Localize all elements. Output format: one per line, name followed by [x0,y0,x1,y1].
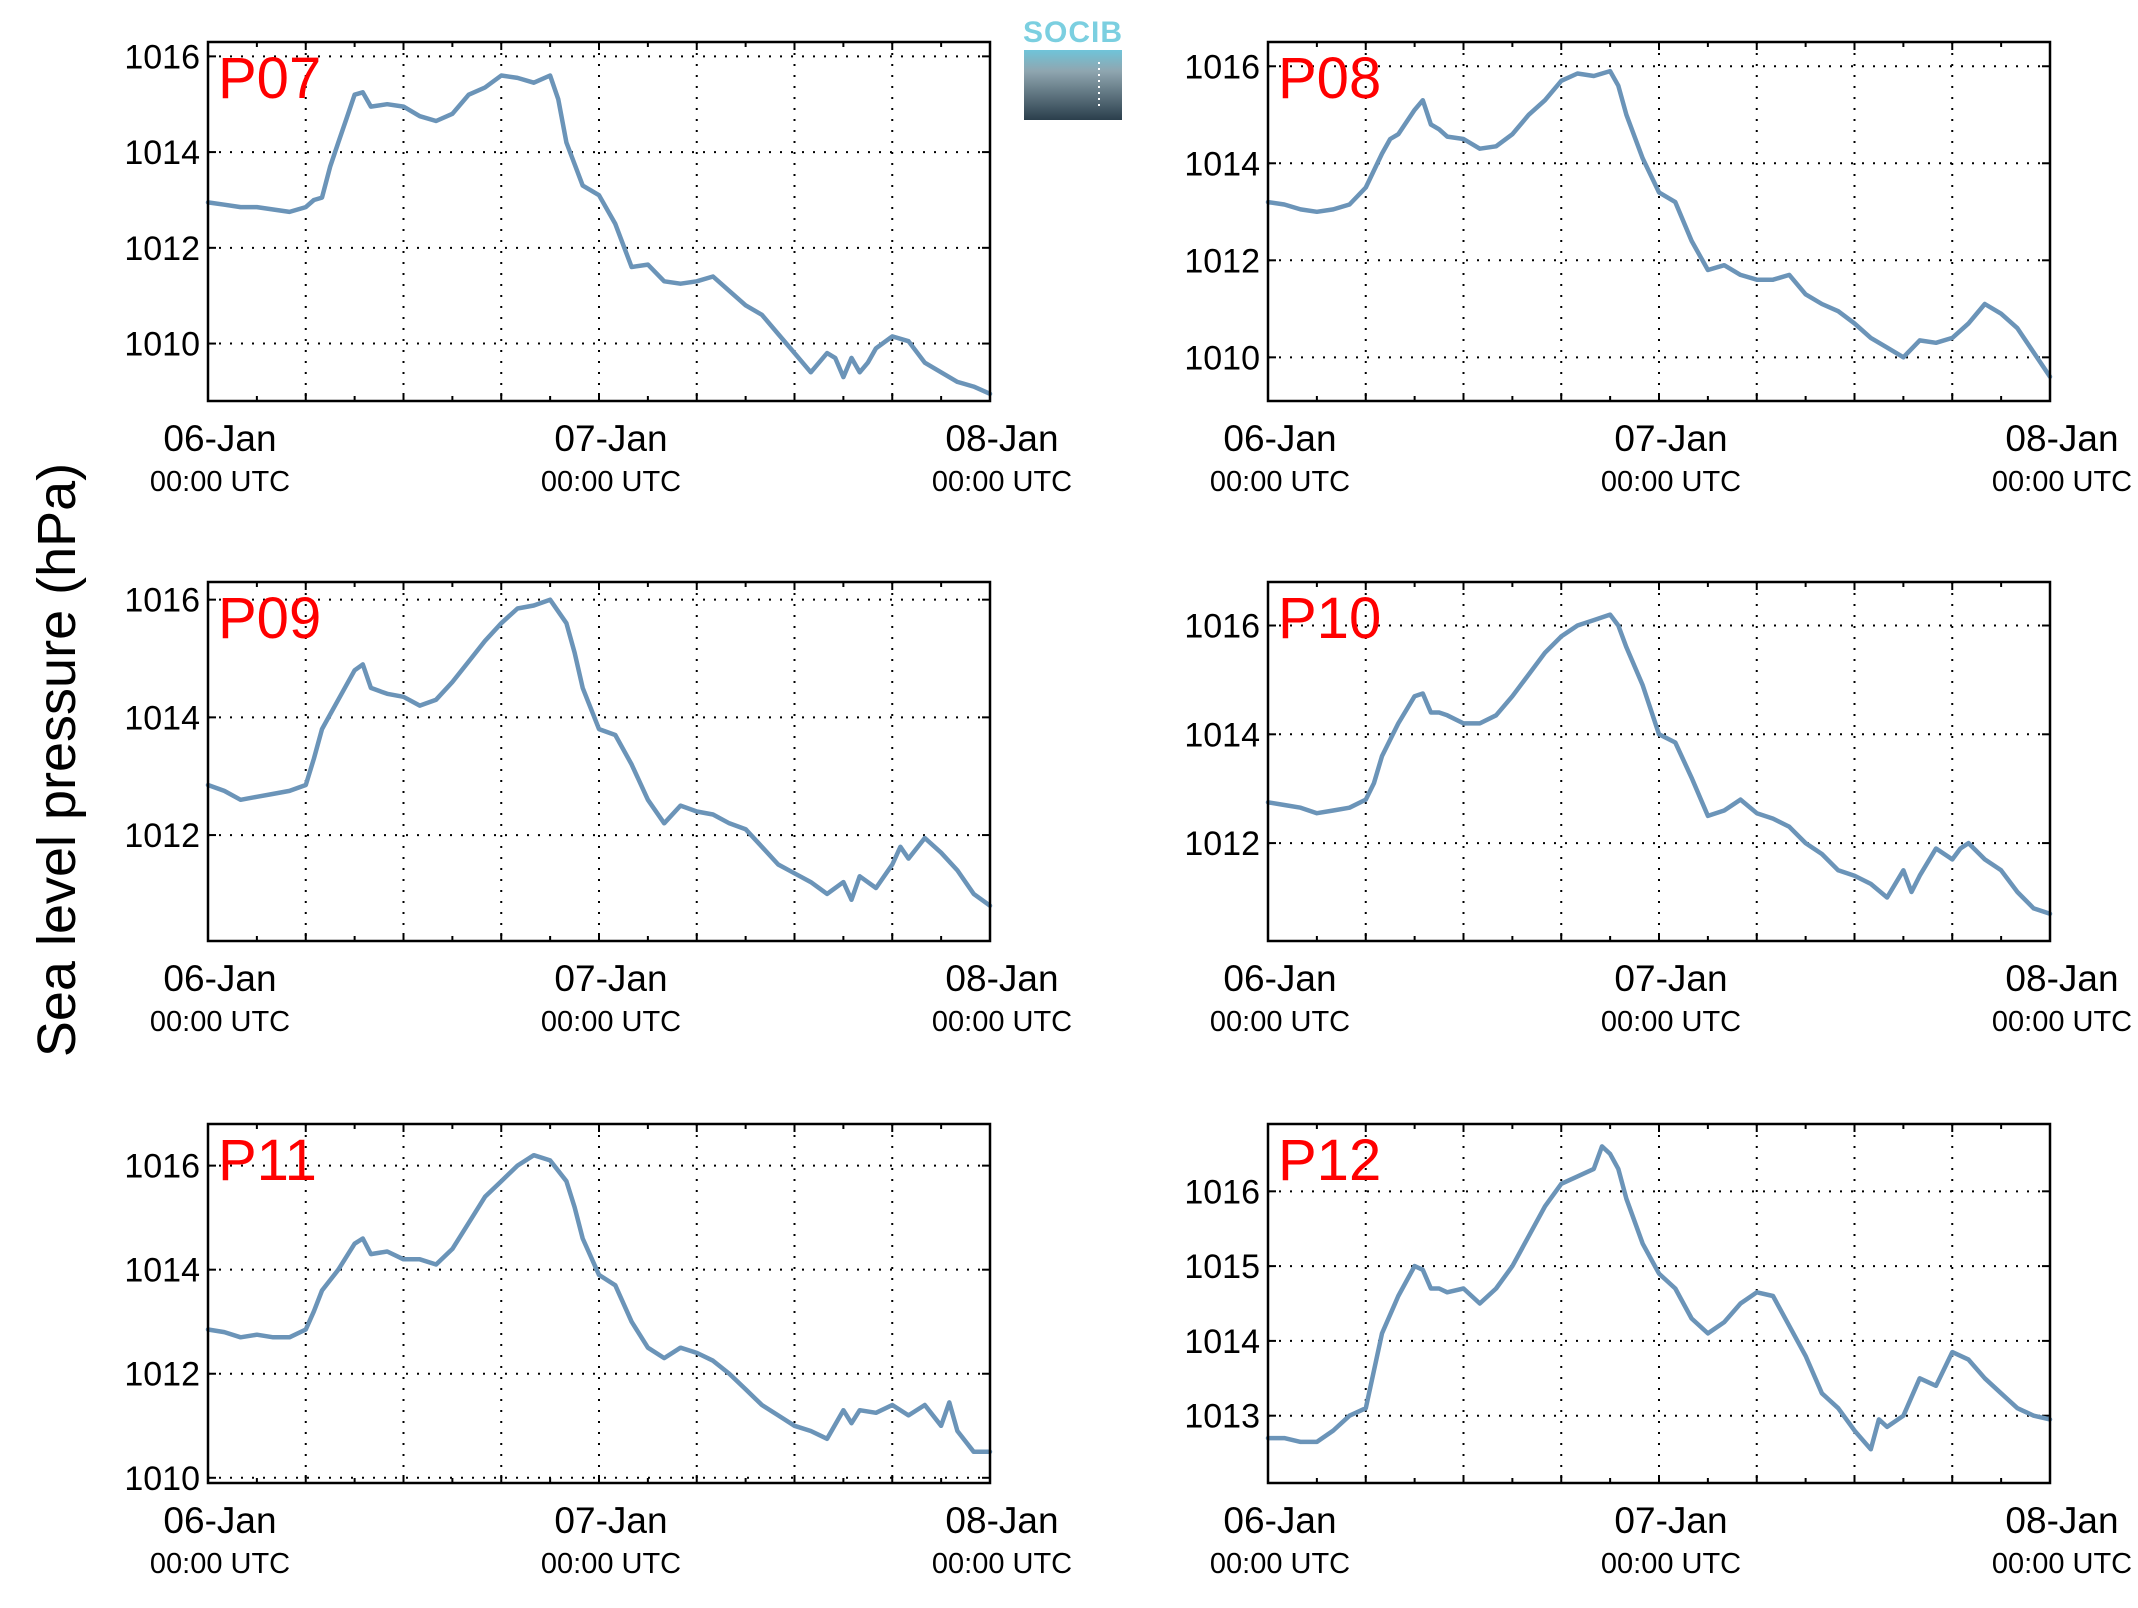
x-tick-label-time: 00:00 UTC [1601,466,1741,498]
x-tick-label-time: 00:00 UTC [932,466,1072,498]
x-tick-label-time: 00:00 UTC [1601,1548,1741,1580]
y-tick-label: 1012 [1184,825,1260,863]
y-tick-label: 1016 [124,582,200,620]
y-tick-label: 1012 [124,1356,200,1394]
x-tick-label-time: 00:00 UTC [541,1548,681,1580]
station-label-p12: P12 [1278,1128,1381,1193]
plot-frame [1266,40,2052,403]
panel-p09: 1012 1014 1016 P09 06-Jan 00:00 UTC 07-Jan 00:0… [124,580,1072,1038]
station-label-p11: P11 [218,1128,317,1193]
chart-panels: 1010 1012 1014 1016 P07 06-Jan 00:00 UTC 07-Jan… [124,38,2132,1580]
y-tick-label: 1014 [124,134,200,172]
y-tick-label: 1014 [1184,716,1260,754]
series-line-p08 [1265,68,2053,379]
x-tick-label-date: 08-Jan [945,958,1058,999]
x-tick-label-time: 00:00 UTC [150,1548,290,1580]
station-label-p09: P09 [218,586,321,651]
panel-p12: 1013 1014 1015 1016 P12 06-Jan 00:00 UTC 07-Jan… [1184,1122,2132,1580]
series-line-p07 [205,73,993,397]
y-tick-label: 1014 [124,1252,200,1290]
series-line-p09 [205,597,993,908]
x-tick-label-date: 07-Jan [1614,958,1727,999]
plot-frame [206,1122,992,1485]
x-tick-label-date: 06-Jan [1223,418,1336,459]
plot-frame [1266,1122,2052,1485]
plot-frame [206,580,992,943]
x-tick-label-time: 00:00 UTC [1601,1006,1741,1038]
panel-p11: 1010 1012 1014 1016 P11 06-Jan 00:00 UTC 07-Jan… [124,1122,1072,1580]
panel-p10: 1012 1014 1016 P10 06-Jan 00:00 UTC 07-Jan 00:0… [1184,580,2132,1038]
y-tick-label: 1012 [1184,242,1260,280]
socib-logo: SOCIB [1023,16,1123,120]
series-line-p10 [1265,612,2053,917]
plot-frame [1266,580,2052,943]
socib-logo-text: SOCIB [1023,16,1123,49]
station-label-p07: P07 [218,46,321,111]
x-tick-label-date: 06-Jan [163,1500,276,1541]
x-tick-label-time: 00:00 UTC [932,1006,1072,1038]
x-tick-label-time: 00:00 UTC [150,1006,290,1038]
x-tick-label-time: 00:00 UTC [1210,1548,1350,1580]
y-tick-label: 1015 [1184,1248,1260,1286]
x-tick-label-date: 08-Jan [945,1500,1058,1541]
y-tick-label: 1014 [1184,145,1260,183]
x-tick-label-date: 08-Jan [2005,1500,2118,1541]
x-tick-label-date: 07-Jan [554,958,667,999]
y-tick-label: 1014 [1184,1323,1260,1361]
y-axis-label: Sea level pressure (hPa) [27,463,87,1057]
y-tick-label: 1012 [124,230,200,268]
x-tick-label-time: 00:00 UTC [1992,1006,2132,1038]
x-tick-label-date: 07-Jan [1614,1500,1727,1541]
x-tick-label-date: 08-Jan [945,418,1058,459]
y-tick-label: 1010 [1184,339,1260,377]
series-line-p12 [1265,1144,2053,1452]
x-tick-label-date: 06-Jan [163,958,276,999]
plot-frame [206,40,992,403]
y-tick-label: 1010 [124,326,200,364]
x-tick-label-date: 07-Jan [554,418,667,459]
x-tick-label-time: 00:00 UTC [1992,466,2132,498]
y-tick-label: 1016 [1184,1173,1260,1211]
y-tick-label: 1013 [1184,1398,1260,1436]
x-tick-label-date: 07-Jan [1614,418,1727,459]
y-tick-label: 1016 [124,1148,200,1186]
y-tick-label: 1016 [1184,48,1260,86]
y-tick-label: 1010 [124,1460,200,1498]
x-tick-label-time: 00:00 UTC [1210,466,1350,498]
x-tick-label-date: 06-Jan [1223,1500,1336,1541]
x-tick-label-time: 00:00 UTC [932,1548,1072,1580]
panel-p08: 1010 1012 1014 1016 P08 06-Jan 00:00 UTC 07-Jan… [1184,40,2132,498]
y-tick-label: 1016 [124,38,200,76]
x-tick-label-time: 00:00 UTC [1210,1006,1350,1038]
x-tick-label-date: 06-Jan [1223,958,1336,999]
station-label-p10: P10 [1278,586,1381,651]
y-tick-label: 1014 [124,699,200,737]
series-line-p11 [205,1152,993,1455]
station-label-p08: P08 [1278,46,1381,111]
x-tick-label-date: 07-Jan [554,1500,667,1541]
x-tick-label-date: 08-Jan [2005,958,2118,999]
y-tick-label: 1016 [1184,608,1260,646]
x-tick-label-date: 08-Jan [2005,418,2118,459]
x-tick-label-time: 00:00 UTC [541,466,681,498]
panel-p07: 1010 1012 1014 1016 P07 06-Jan 00:00 UTC 07-Jan… [124,38,1072,498]
socib-logo-background [1024,50,1122,120]
x-tick-label-time: 00:00 UTC [541,1006,681,1038]
x-tick-label-date: 06-Jan [163,418,276,459]
x-tick-label-time: 00:00 UTC [1992,1548,2132,1580]
x-tick-label-time: 00:00 UTC [150,466,290,498]
y-tick-label: 1012 [124,817,200,855]
